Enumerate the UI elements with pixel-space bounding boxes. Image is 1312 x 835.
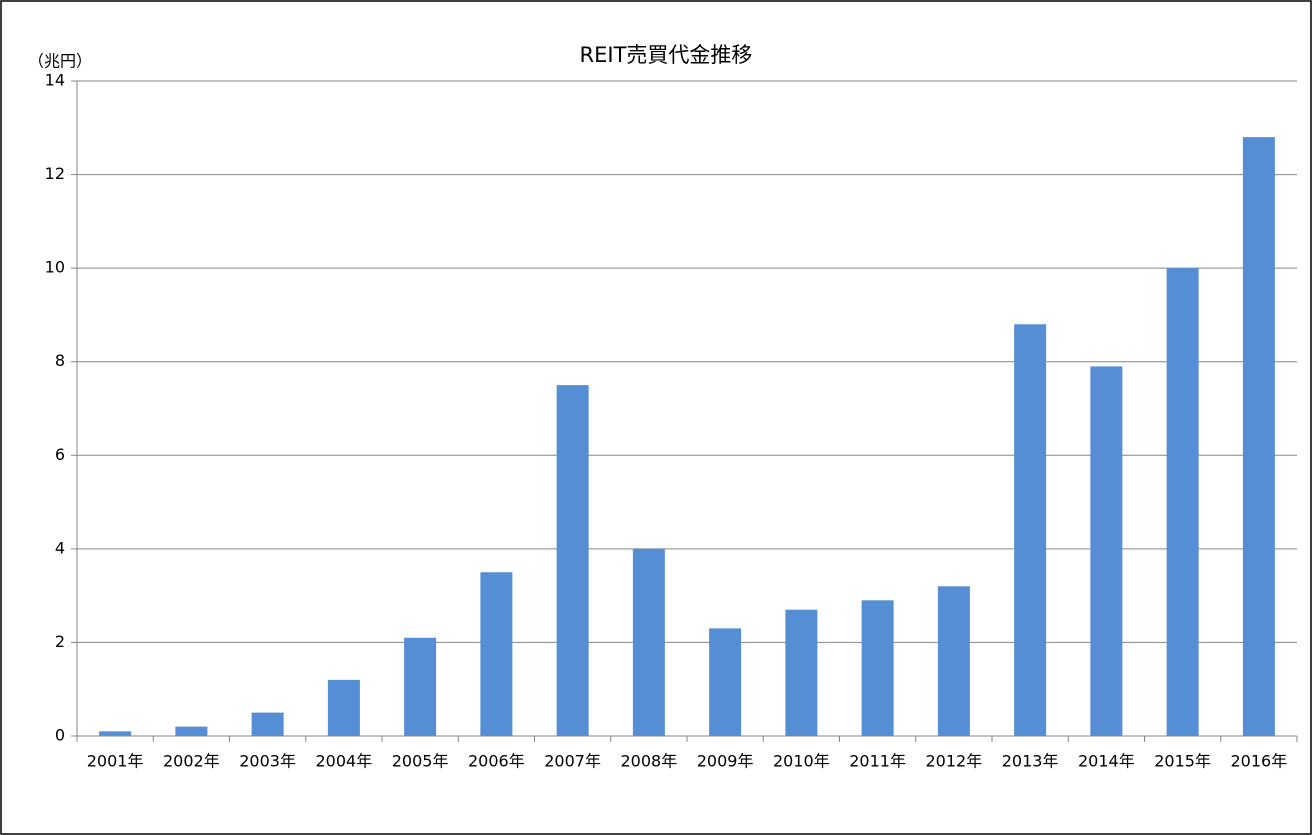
x-tick-label: 2013年: [1002, 752, 1059, 771]
bar: [251, 712, 284, 736]
bar: [404, 637, 437, 736]
y-axis-label: （兆円）: [28, 52, 92, 71]
y-tick-label: 2: [55, 632, 65, 651]
x-tick-label: 2011年: [849, 752, 906, 771]
bar: [937, 586, 970, 736]
bar: [1166, 268, 1199, 736]
x-tick-label: 2002年: [163, 752, 220, 771]
y-tick-label: 0: [55, 726, 65, 745]
chart-title: REIT売買代金推移: [580, 43, 753, 67]
x-tick-label: 2014年: [1078, 752, 1135, 771]
bar: [327, 679, 360, 736]
bar: [175, 726, 208, 736]
bar: [1014, 324, 1047, 736]
x-tick-label: 2003年: [239, 752, 296, 771]
bar: [861, 600, 894, 736]
x-tick-label: 2001年: [87, 752, 144, 771]
x-tick-label: 2004年: [316, 752, 373, 771]
y-tick-label: 12: [45, 164, 65, 183]
x-tick-label: 2015年: [1154, 752, 1211, 771]
x-tick-label: 2005年: [392, 752, 449, 771]
x-tick-label: 2010年: [773, 752, 830, 771]
x-tick-label: 2007年: [544, 752, 601, 771]
bar: [709, 628, 742, 736]
bar: [632, 548, 665, 736]
bar: [785, 609, 818, 736]
y-tick-label: 14: [45, 71, 65, 90]
bar: [1090, 366, 1123, 736]
y-tick-label: 4: [55, 538, 65, 557]
x-tick-label: 2009年: [697, 752, 754, 771]
x-tick-label: 2006年: [468, 752, 525, 771]
y-tick-label: 10: [45, 258, 65, 277]
bar: [99, 731, 132, 736]
bar: [1242, 137, 1275, 737]
y-tick-label: 8: [55, 351, 65, 370]
x-tick-label: 2012年: [926, 752, 983, 771]
x-tick-label: 2008年: [621, 752, 678, 771]
bar: [480, 572, 513, 736]
y-tick-label: 6: [55, 445, 65, 464]
bar: [556, 385, 589, 736]
x-tick-label: 2016年: [1231, 752, 1288, 771]
